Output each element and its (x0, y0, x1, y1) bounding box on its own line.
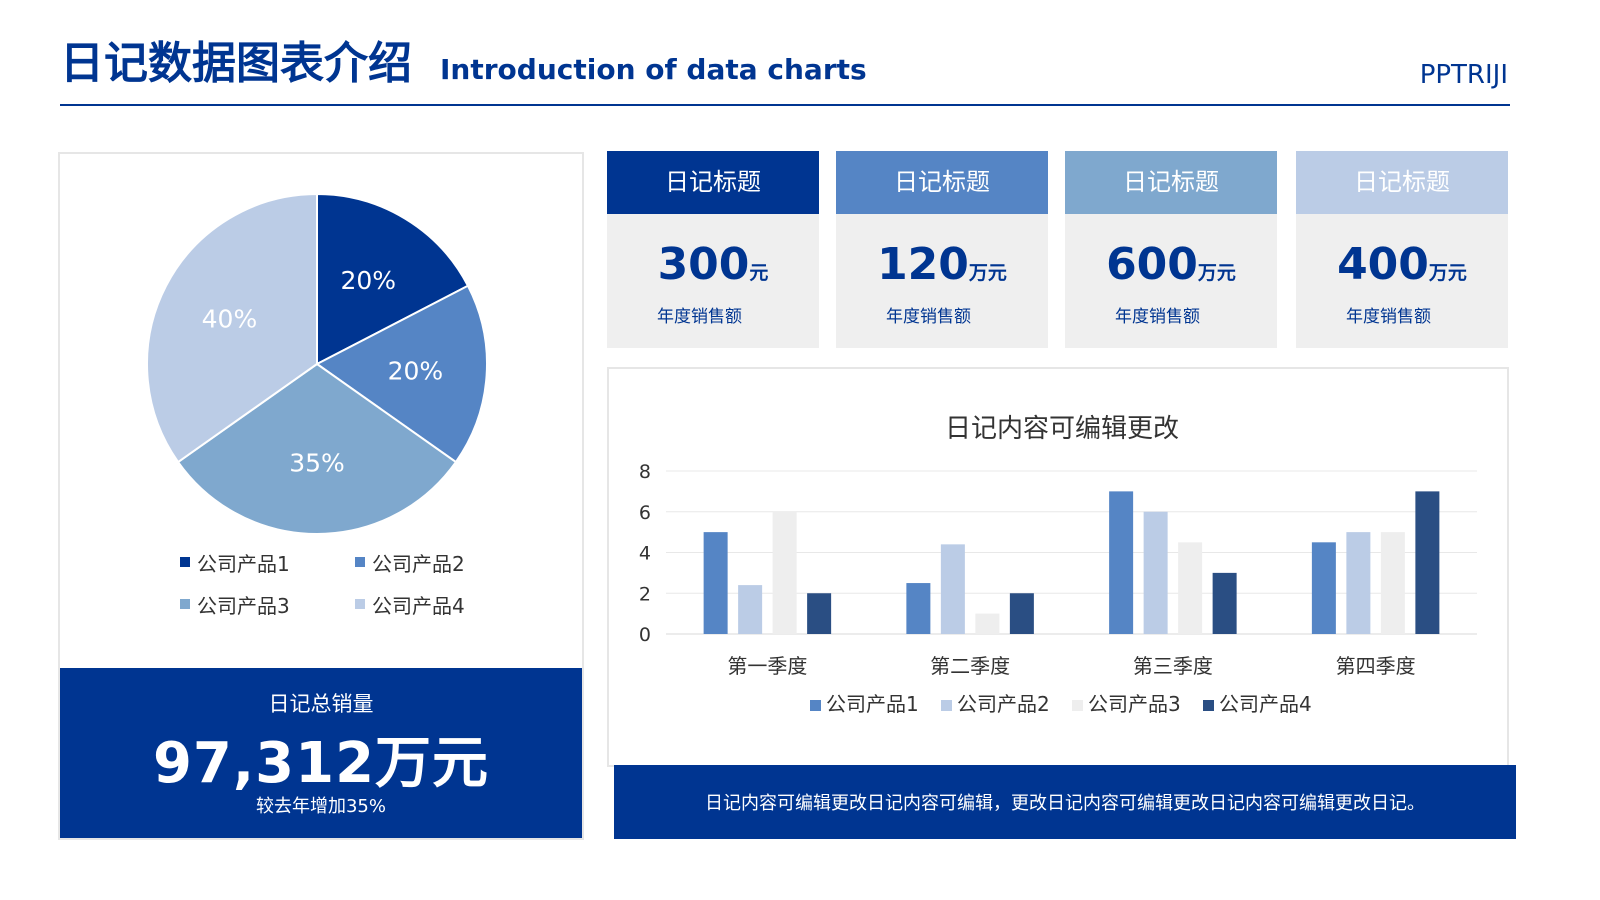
bar-4-2 (1009, 593, 1034, 634)
legend-label: 公司产品1 (197, 551, 290, 576)
legend-label: 公司产品3 (197, 593, 290, 618)
bar-legend-swatch (1203, 700, 1214, 711)
total-sales-note: 较去年增加35% (255, 796, 386, 817)
pie-slice-label: 40% (202, 305, 258, 334)
bar-1-4 (1311, 542, 1336, 634)
bar-legend-swatch (1072, 700, 1083, 711)
kpi-card-title: 日记标题 (836, 151, 1048, 214)
bar-legend-label: 公司产品1 (826, 692, 919, 716)
kpi-card-unit: 万元 (1197, 262, 1236, 284)
kpi-card-number: 400 (1337, 239, 1429, 290)
legend-label: 公司产品4 (372, 593, 465, 618)
pie-chart: 20% 20% 35% 40% (146, 192, 488, 536)
bar-2-4 (1346, 532, 1371, 634)
kpi-card-unit: 元 (749, 262, 769, 284)
kpi-card-value: 600万元 (1065, 239, 1277, 290)
bar-chart-panel: 日记内容可编辑更改 0 2 4 6 8 第一季度 第二季度 第三季度 第四季度公司产品1 公司产品2… (607, 367, 1509, 767)
bar-3-3 (1178, 542, 1203, 634)
kpi-card-1: 日记标题 300元 年度销售额 (607, 151, 819, 348)
brand-label: PPTRIJI (1419, 60, 1508, 90)
kpi-card-value: 400万元 (1296, 239, 1508, 290)
legend-label: 公司产品2 (372, 551, 465, 576)
total-sales-box: 日记总销量 97,312万元 较去年增加35% (60, 668, 582, 838)
kpi-card-number: 600 (1106, 239, 1198, 290)
pie-legend-item: 公司产品1 (180, 550, 355, 576)
pie-slice-2 (315, 284, 488, 464)
bar-legend-label: 公司产品3 (1088, 692, 1181, 716)
pie-legend-item: 公司产品4 (355, 592, 530, 618)
kpi-card-caption: 年度销售额 (1346, 307, 1431, 327)
kpi-card-number: 300 (657, 239, 750, 290)
kpi-card-value: 120万元 (836, 239, 1048, 290)
y-tick-label: 2 (639, 583, 651, 605)
kpi-card-2: 日记标题 120万元 年度销售额 (836, 151, 1048, 348)
page-title: 日记数据图表介绍 (60, 38, 412, 89)
bar-chart-title: 日记内容可编辑更改 (945, 414, 1179, 444)
kpi-card-unit: 万元 (1428, 262, 1467, 284)
y-tick-label: 8 (639, 461, 651, 483)
bar-1-1 (703, 532, 728, 634)
pie-slice-label: 20% (388, 357, 444, 386)
bar-1-3 (1109, 491, 1134, 634)
kpi-card-caption: 年度销售额 (886, 307, 971, 327)
y-tick-label: 4 (639, 543, 651, 565)
y-tick-label: 0 (639, 624, 651, 646)
pie-slice-1 (316, 192, 470, 366)
bar-legend-label: 公司产品2 (957, 692, 1050, 716)
legend-swatch (180, 599, 190, 609)
description-note: 日记内容可编辑更改日记内容可编辑，更改日记内容可编辑更改日记内容可编辑更改日记。 (614, 765, 1516, 839)
page-subtitle: Introduction of data charts (440, 53, 867, 86)
bar-2-1 (738, 585, 763, 634)
header-divider (60, 104, 1510, 106)
kpi-card-title: 日记标题 (607, 151, 819, 214)
kpi-card-unit: 万元 (968, 262, 1007, 284)
bar-1-2 (906, 583, 931, 634)
pie-slice-3 (176, 362, 458, 536)
bar-4-4 (1415, 491, 1440, 634)
kpi-card-caption: 年度销售额 (1115, 307, 1200, 327)
pie-legend-item: 公司产品3 (180, 592, 355, 618)
pie-slice-label: 20% (340, 266, 396, 295)
legend-swatch (180, 557, 190, 567)
pie-slice-label: 35% (289, 449, 345, 478)
kpi-card-title: 日记标题 (1296, 151, 1508, 214)
total-sales-label: 日记总销量 (268, 692, 374, 716)
bar-2-2 (940, 544, 965, 634)
bar-legend-swatch (941, 700, 952, 711)
x-tick-label: 第四季度 (1336, 654, 1416, 678)
kpi-card-caption: 年度销售额 (657, 307, 742, 327)
bar-3-1 (772, 511, 797, 634)
y-tick-label: 6 (639, 502, 651, 524)
bar-3-4 (1380, 532, 1405, 634)
x-tick-label: 第三季度 (1133, 654, 1213, 678)
pie-slice-4 (146, 192, 318, 464)
bar-4-3 (1212, 572, 1237, 634)
pie-legend-item: 公司产品2 (355, 550, 530, 576)
bar-4-1 (807, 593, 832, 634)
pie-legend: 公司产品1 公司产品2 公司产品3 公司产品4 (180, 550, 500, 618)
kpi-card-number: 120 (877, 239, 969, 290)
bar-2-3 (1143, 511, 1168, 634)
legend-swatch (355, 557, 365, 567)
x-tick-label: 第二季度 (930, 654, 1010, 678)
bar-legend-swatch (810, 700, 821, 711)
legend-swatch (355, 599, 365, 609)
bar-3-2 (975, 613, 1000, 634)
total-sales-value: 97,312万元 (152, 731, 490, 796)
kpi-card-value: 300元 (607, 239, 819, 290)
kpi-card-4: 日记标题 400万元 年度销售额 (1296, 151, 1508, 348)
x-tick-label: 第一季度 (727, 654, 807, 678)
pie-chart-panel: 20% 20% 35% 40% 公司产品1 公司产品2 公司产品3 公司产品4 日记总销量 … (58, 152, 584, 840)
bar-legend-label: 公司产品4 (1219, 692, 1312, 716)
kpi-card-title: 日记标题 (1065, 151, 1277, 214)
kpi-card-3: 日记标题 600万元 年度销售额 (1065, 151, 1277, 348)
